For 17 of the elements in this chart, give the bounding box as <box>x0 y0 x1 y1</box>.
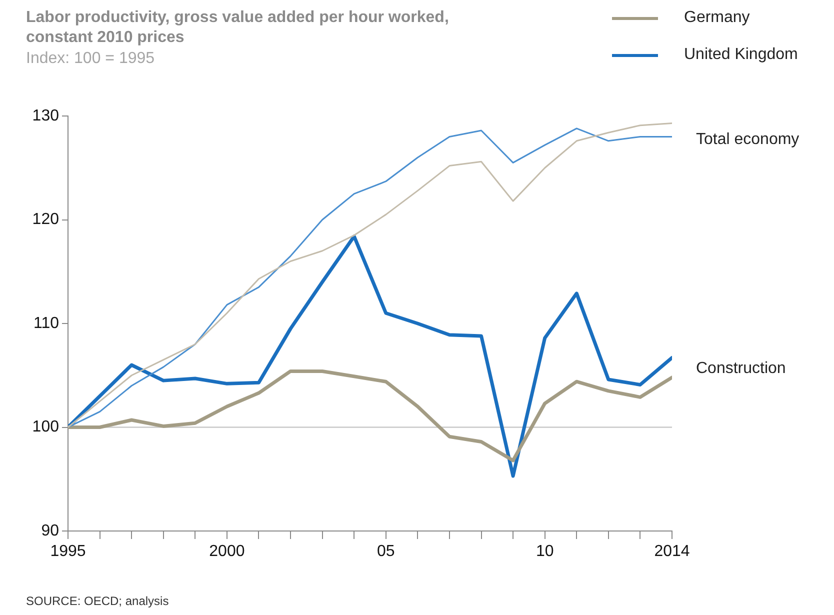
chart-title: Labor productivity, gross value added per hour worked, constant 2010 prices <box>26 8 450 48</box>
y-tick-label: 100 <box>32 418 60 436</box>
y-tick-label: 90 <box>41 522 60 540</box>
x-tick-label: 1995 <box>50 543 86 560</box>
source-note: SOURCE: OECD; analysis <box>26 594 169 608</box>
y-tick-label: 120 <box>32 211 60 228</box>
text: Construction <box>696 360 786 378</box>
x-tick-label: 2000 <box>209 543 245 560</box>
legend-label: Germany <box>684 9 750 27</box>
chart-subtitle: Index: 100 = 1995 <box>26 50 155 68</box>
x-tick-label: 05 <box>376 543 395 560</box>
y-tick-label: 110 <box>33 314 60 332</box>
y-tick-label: 130 <box>32 107 60 124</box>
text: Total economy <box>696 131 800 149</box>
x-tick-label: 10 <box>536 543 554 560</box>
x-tick-label: 2014 <box>654 543 690 560</box>
legend-label: United Kingdom <box>684 46 798 64</box>
